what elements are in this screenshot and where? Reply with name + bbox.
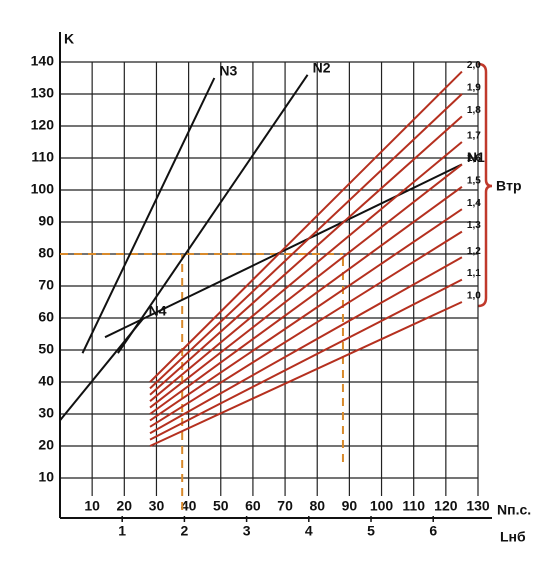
x2-axis-label: Lнб — [500, 529, 526, 545]
series-label: 1,2 — [467, 246, 481, 257]
bracket — [477, 62, 493, 308]
x-tick-label: 40 — [181, 498, 197, 514]
x-tick-label: 100 — [370, 498, 394, 514]
x-tick-label: 10 — [84, 498, 100, 514]
series-line — [149, 163, 463, 409]
x2-tick-label: 3 — [243, 523, 251, 539]
bracket-label: Bтр — [496, 178, 522, 194]
x-tick-label: 120 — [434, 498, 458, 514]
series-label: 1,0 — [467, 291, 481, 302]
y-tick-label: 120 — [31, 117, 55, 133]
series-line — [104, 163, 463, 339]
series-line — [149, 70, 463, 383]
y-tick-label: 140 — [31, 53, 55, 69]
series-label: N3 — [219, 63, 237, 79]
x-tick-label: 20 — [117, 498, 133, 514]
x-tick-label: 110 — [402, 498, 425, 514]
x2-tick-label: 2 — [181, 523, 189, 539]
x2-tick-label: 4 — [305, 523, 313, 539]
series-line — [59, 317, 145, 422]
series-label: 1,1 — [467, 268, 481, 279]
series-label: 1,5 — [467, 175, 481, 186]
y-tick-label: 70 — [38, 277, 54, 293]
y-tick-label: 90 — [38, 213, 54, 229]
series-label: N1 — [467, 149, 485, 165]
series-label: 1,4 — [467, 198, 481, 209]
y-tick-label: 10 — [38, 469, 54, 485]
x-tick-label: 50 — [213, 498, 229, 514]
y-tick-label: 40 — [38, 373, 54, 389]
series-line — [149, 141, 463, 402]
series-line — [81, 77, 216, 354]
series-label: 2,0 — [467, 60, 481, 71]
series-line — [149, 230, 463, 428]
x-tick-label: 30 — [149, 498, 165, 514]
series-label: N4 — [149, 303, 167, 319]
series-label: N2 — [313, 60, 331, 76]
x-tick-label: 70 — [277, 498, 293, 514]
x2-tick-label: 1 — [118, 523, 126, 539]
y-tick-label: 20 — [38, 437, 54, 453]
series-line — [117, 74, 309, 354]
series-label: 1,3 — [467, 220, 481, 231]
x2-tick-label: 6 — [429, 523, 437, 539]
y-tick-label: 100 — [31, 181, 55, 197]
series-line — [149, 185, 463, 415]
series-line — [149, 256, 463, 435]
series-label: 1,7 — [467, 131, 481, 142]
x-tick-label: 90 — [342, 498, 358, 514]
y-tick-label: 110 — [31, 149, 54, 165]
series-line — [149, 208, 463, 422]
y-tick-label: 30 — [38, 405, 54, 421]
y-tick-label: 130 — [31, 85, 55, 101]
series-line — [149, 278, 463, 441]
series-label: 1,6 — [467, 153, 481, 164]
x-tick-label: 130 — [466, 498, 490, 514]
y-tick-label: 60 — [38, 309, 54, 325]
series-line — [149, 301, 463, 447]
y-tick-label: 50 — [38, 341, 54, 357]
x-tick-label: 80 — [309, 498, 325, 514]
series-line — [149, 93, 463, 390]
series-label: 1,8 — [467, 105, 481, 116]
x-tick-label: 60 — [245, 498, 261, 514]
x-axis-label: Nп.с. — [497, 502, 531, 518]
series-label: 1,9 — [467, 83, 481, 94]
y-tick-label: 80 — [38, 245, 54, 261]
series-line — [149, 115, 463, 396]
y-axis-label: K — [64, 31, 74, 47]
x2-tick-label: 5 — [367, 523, 375, 539]
